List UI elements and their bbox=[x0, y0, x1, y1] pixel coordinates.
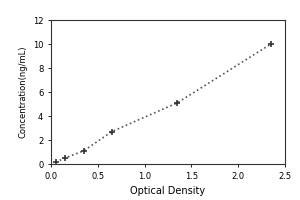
X-axis label: Optical Density: Optical Density bbox=[130, 186, 206, 196]
Y-axis label: Concentration(ng/mL): Concentration(ng/mL) bbox=[18, 46, 27, 138]
